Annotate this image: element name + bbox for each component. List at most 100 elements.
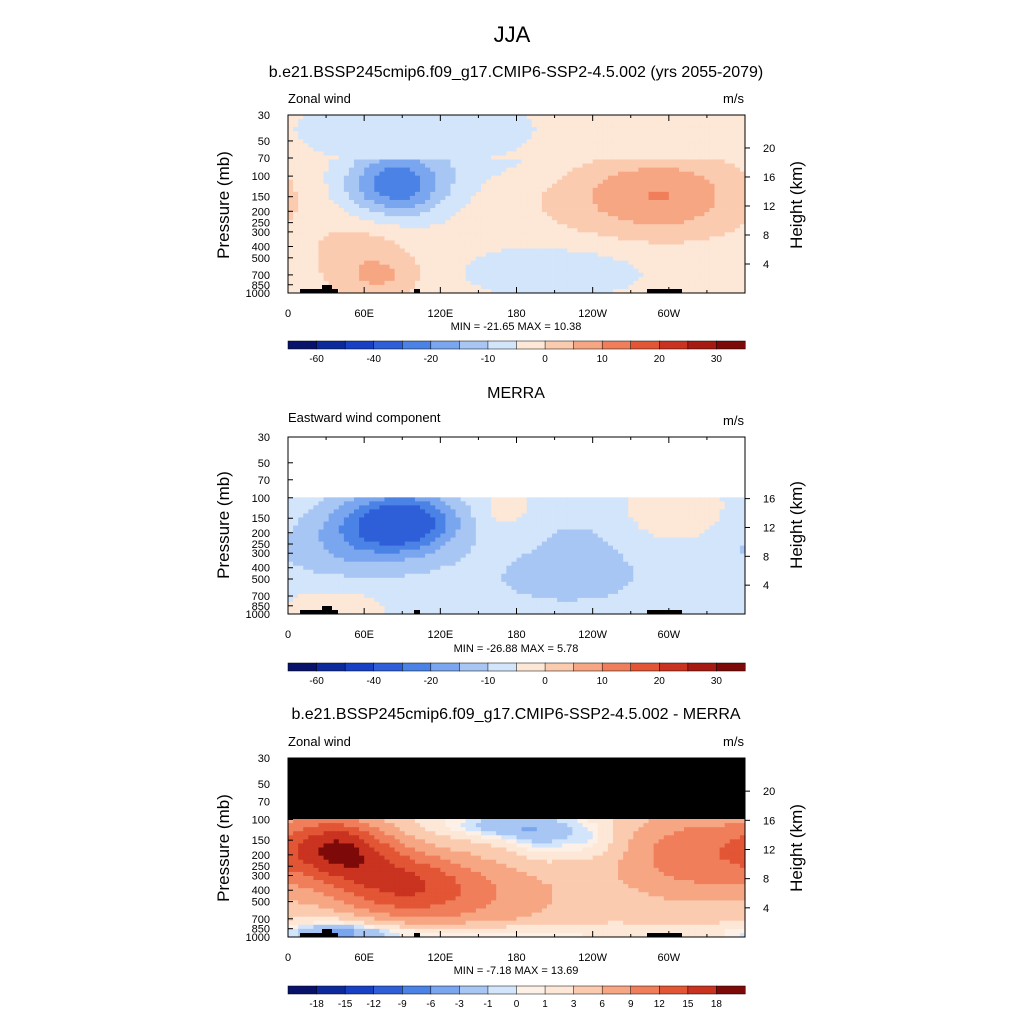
heatmap-cell — [526, 533, 533, 538]
heatmap-cell — [394, 252, 401, 257]
heatmap-cell — [531, 529, 538, 534]
heatmap-cell — [607, 280, 614, 286]
heatmap-cell — [496, 232, 502, 237]
heatmap-cell — [592, 135, 599, 140]
heatmap-cell — [552, 204, 558, 209]
heatmap-cell — [379, 159, 385, 164]
heatmap-cell — [704, 159, 710, 164]
heatmap-cell — [516, 159, 522, 164]
heatmap-cell — [552, 151, 558, 156]
heatmap-cell — [323, 127, 330, 132]
heatmap-cell — [531, 143, 538, 148]
heatmap-cell — [293, 159, 299, 164]
heatmap-cell — [394, 276, 401, 282]
heatmap-cell — [638, 497, 644, 502]
heatmap-cell — [486, 187, 492, 193]
heatmap-cell — [623, 212, 629, 217]
heatmap-cell — [658, 268, 665, 274]
heatmap-cell — [409, 525, 416, 530]
heatmap-cell — [440, 272, 446, 278]
colorbar-label: -20 — [424, 354, 439, 365]
pressure-tick-label: 300 — [252, 227, 270, 239]
heatmap-cell — [552, 240, 558, 245]
colorbar-box — [687, 340, 717, 350]
heatmap-cell — [546, 224, 553, 229]
heatmap-cell — [704, 260, 710, 266]
heatmap-cell — [414, 191, 421, 197]
heatmap-cell — [623, 195, 629, 201]
heatmap-cell — [440, 236, 446, 241]
heatmap-cell — [618, 248, 624, 253]
heatmap-cell — [440, 171, 446, 177]
heatmap-cell — [501, 155, 507, 160]
heatmap-cell — [678, 260, 685, 266]
heatmap-cell — [440, 509, 446, 514]
heatmap-cell — [348, 240, 355, 245]
heatmap-cell — [607, 521, 614, 526]
heatmap-cell — [557, 123, 563, 128]
heatmap-cell — [521, 236, 528, 241]
heatmap-cell — [369, 260, 375, 266]
heatmap-cell — [597, 187, 604, 193]
heatmap-cell — [404, 497, 411, 502]
heatmap-cell — [612, 521, 619, 526]
heatmap-cell — [597, 513, 604, 518]
heatmap-cell — [450, 119, 456, 124]
heatmap-cell — [475, 143, 482, 148]
heatmap-cell — [709, 159, 715, 164]
heatmap-cell — [582, 268, 588, 274]
heatmap-cell — [541, 284, 548, 290]
heatmap-cell — [618, 216, 624, 221]
heatmap-cell — [658, 525, 665, 530]
heatmap-cell — [668, 224, 675, 229]
heatmap-cell — [704, 228, 710, 233]
heatmap-cell — [709, 280, 715, 286]
heatmap-cell — [633, 252, 639, 257]
heatmap-cell — [623, 236, 629, 241]
heatmap-cell — [475, 525, 482, 530]
heatmap-cell — [602, 517, 609, 522]
heatmap-cell — [719, 276, 726, 282]
heatmap-cell — [364, 204, 370, 209]
heatmap-cell — [359, 517, 365, 522]
heatmap-cell — [348, 232, 355, 237]
heatmap-cell — [374, 228, 380, 233]
heatmap-cell — [546, 183, 553, 189]
heatmap-cell — [648, 123, 654, 128]
heatmap-cell — [298, 248, 304, 253]
heatmap-cell — [633, 204, 639, 209]
heatmap-cell — [480, 159, 487, 164]
heatmap-cell — [348, 529, 355, 534]
heatmap-cell — [587, 228, 594, 233]
heatmap-cell — [577, 513, 583, 518]
heatmap-cell — [389, 179, 396, 185]
heatmap-cell — [354, 280, 360, 286]
heatmap-cell — [557, 195, 563, 201]
heatmap-cell — [511, 216, 517, 221]
heatmap-cell — [298, 228, 304, 233]
heatmap-cell — [384, 513, 390, 518]
heatmap-cell — [475, 497, 482, 502]
heatmap-cell — [582, 533, 588, 538]
heatmap-cell — [425, 256, 431, 262]
heatmap-cell — [414, 509, 421, 514]
heatmap-cell — [303, 163, 309, 168]
heatmap-cell — [374, 204, 380, 209]
heatmap-cell — [460, 497, 467, 502]
heatmap-cell — [572, 159, 578, 164]
heatmap-cell — [536, 123, 543, 128]
heatmap-cell — [374, 240, 380, 245]
heatmap-cell — [511, 264, 517, 270]
heatmap-cell — [511, 220, 517, 225]
heatmap-cell — [506, 163, 512, 168]
heatmap-cell — [480, 147, 487, 152]
height-tick-label: 16 — [763, 172, 775, 184]
heatmap-cell — [359, 216, 365, 221]
heatmap-cell — [643, 115, 649, 120]
heatmap-cell — [597, 191, 604, 197]
heatmap-cell — [516, 256, 522, 262]
heatmap-cell — [511, 127, 517, 132]
heatmap-cell — [653, 139, 660, 144]
heatmap-cell — [663, 280, 670, 286]
heatmap-cell — [496, 151, 502, 156]
